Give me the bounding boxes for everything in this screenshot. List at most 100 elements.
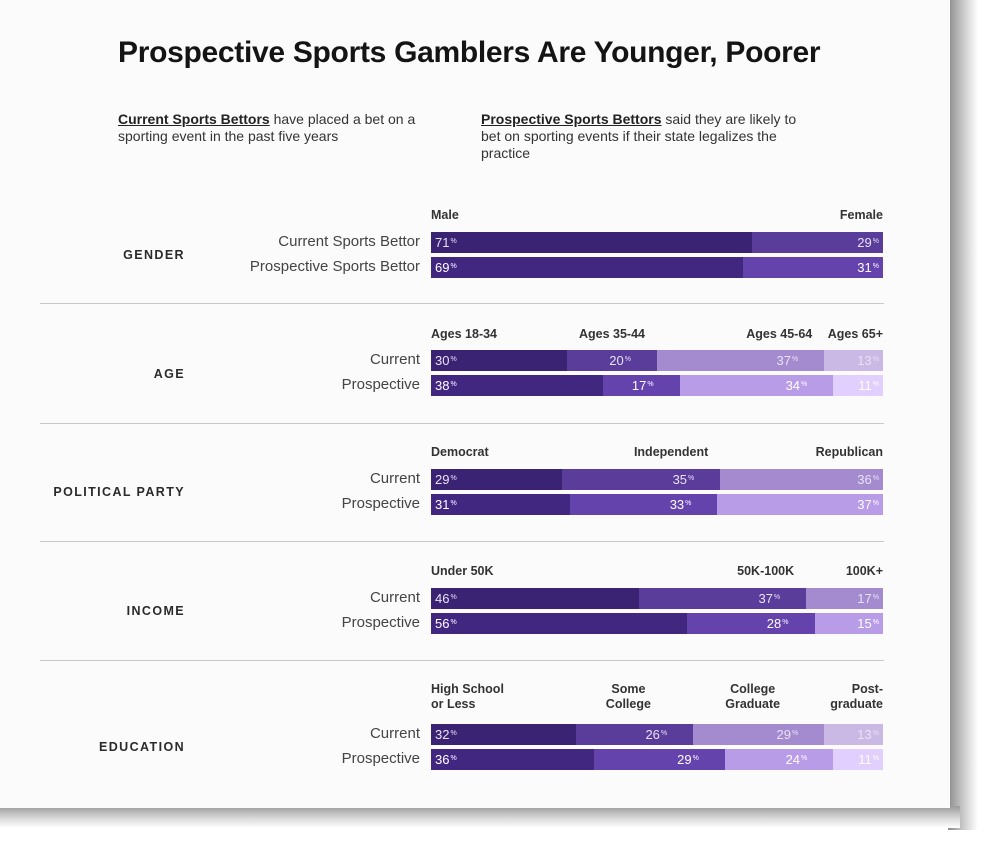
category-label: Female bbox=[839, 208, 883, 222]
bar-segment: 26% bbox=[575, 724, 694, 745]
bar-value-label: 69 bbox=[435, 260, 450, 275]
percent-sign: % bbox=[688, 475, 695, 482]
bar-segment: 29% bbox=[693, 724, 825, 745]
section-divider bbox=[40, 303, 884, 304]
bar-segment: 30% bbox=[431, 350, 567, 371]
stacked-bar: 71% 29% bbox=[431, 232, 883, 253]
category-label: Male bbox=[431, 208, 459, 222]
bar-segment: 13% bbox=[824, 350, 883, 371]
bar-value-label: 46 bbox=[435, 591, 450, 606]
bar-value-label: 24 bbox=[785, 752, 801, 767]
category-label: Ages 65+ bbox=[827, 327, 883, 341]
percent-sign: % bbox=[660, 730, 668, 737]
bar-segment: 37% bbox=[638, 588, 807, 609]
definition-prospective: Prospective Sports Bettors said they are… bbox=[481, 111, 811, 162]
chart-title: Prospective Sports Gamblers Are Younger,… bbox=[118, 36, 821, 69]
category-label: Post-graduate bbox=[830, 682, 883, 711]
section-label-income: INCOME bbox=[126, 604, 185, 618]
page-shadow-bottom bbox=[0, 806, 960, 828]
bar-value-label: 11 bbox=[858, 752, 872, 767]
bar-segment: 37% bbox=[657, 350, 825, 371]
section-label-gender: GENDER bbox=[123, 248, 185, 262]
category-label: Some College bbox=[605, 682, 651, 711]
percent-sign: % bbox=[872, 730, 879, 737]
bar-value-label: 31 bbox=[857, 260, 872, 275]
bar-value-label: 56 bbox=[435, 616, 450, 631]
bar-segment: 29% bbox=[593, 749, 725, 770]
bar-value-label: 20 bbox=[609, 353, 624, 368]
category-label: Democrat bbox=[431, 445, 489, 459]
row-label: Prospective bbox=[341, 495, 420, 512]
bar-segment: 17% bbox=[602, 375, 680, 396]
percent-sign: % bbox=[872, 475, 879, 482]
bar-segment: 38% bbox=[431, 375, 603, 396]
bar-segment: 31% bbox=[742, 257, 883, 278]
category-label: 50K-100K bbox=[737, 564, 795, 578]
row-label: Prospective Sports Bettor bbox=[249, 258, 420, 275]
percent-sign: % bbox=[450, 755, 457, 762]
percent-sign: % bbox=[450, 619, 457, 626]
percent-sign: % bbox=[872, 619, 879, 626]
section-divider bbox=[40, 660, 884, 661]
stacked-bar: 46% 37% 17% bbox=[431, 588, 883, 609]
stacked-bar: 30% 20% 37% 13% bbox=[431, 350, 883, 371]
bar-segment: 56% bbox=[431, 613, 687, 634]
bar-segment: 24% bbox=[724, 749, 834, 770]
bar-value-label: 36 bbox=[857, 472, 872, 487]
percent-sign: % bbox=[647, 381, 654, 388]
bar-value-label: 34 bbox=[785, 378, 801, 393]
section-label-political-party: POLITICAL PARTY bbox=[53, 485, 185, 499]
stacked-bar: 36% 29% 24% 11% bbox=[431, 749, 883, 770]
bar-segment: 20% bbox=[566, 350, 657, 371]
section-label-age: AGE bbox=[153, 367, 185, 381]
bar-segment: 34% bbox=[679, 375, 834, 396]
stacked-bar: 56% 28% 15% bbox=[431, 613, 883, 634]
percent-sign: % bbox=[450, 594, 457, 601]
definition-current-term: Current Sports Bettors bbox=[118, 111, 270, 127]
bar-value-label: 37 bbox=[758, 591, 773, 606]
bar-segment: 13% bbox=[824, 724, 883, 745]
definition-current: Current Sports Bettors have placed a bet… bbox=[118, 111, 458, 145]
percent-sign: % bbox=[450, 381, 457, 388]
row-label: Current bbox=[369, 589, 420, 606]
bar-value-label: 13 bbox=[857, 727, 872, 742]
bar-value-label: 29 bbox=[435, 472, 450, 487]
bar-segment: 32% bbox=[431, 724, 576, 745]
row-label: Current bbox=[369, 470, 420, 487]
stacked-bar: 38% 17% 34% 11% bbox=[431, 375, 883, 396]
category-label: Republican bbox=[815, 445, 883, 459]
bar-value-label: 15 bbox=[857, 616, 872, 631]
bar-value-label: 29 bbox=[857, 235, 872, 250]
bar-value-label: 11 bbox=[858, 378, 872, 393]
section-divider bbox=[40, 423, 884, 424]
page-shadow-right bbox=[948, 0, 978, 830]
percent-sign: % bbox=[450, 238, 457, 245]
bar-segment: 29% bbox=[431, 469, 563, 490]
percent-sign: % bbox=[450, 356, 457, 363]
category-label: Ages 35-44 bbox=[578, 327, 645, 341]
percent-sign: % bbox=[773, 594, 781, 601]
definition-current-text: have placed a bet on a sporting event in… bbox=[118, 111, 416, 144]
bar-value-label: 31 bbox=[435, 497, 450, 512]
definition-prospective-text: said they are likely to bet on sporting … bbox=[481, 111, 797, 161]
category-label: College Graduate bbox=[725, 682, 781, 711]
percent-sign: % bbox=[450, 730, 457, 737]
percent-sign: % bbox=[450, 475, 457, 482]
category-label: Ages 45-64 bbox=[746, 327, 813, 341]
percent-sign: % bbox=[872, 755, 879, 762]
percent-sign: % bbox=[792, 730, 799, 737]
stacked-bar: 32% 26% 29% 13% bbox=[431, 724, 883, 745]
category-label: Independent bbox=[633, 445, 709, 459]
bar-value-label: 17 bbox=[857, 591, 872, 606]
bar-segment: 11% bbox=[833, 375, 883, 396]
bar-value-label: 33 bbox=[669, 497, 685, 512]
bar-segment: 46% bbox=[431, 588, 639, 609]
bar-segment: 36% bbox=[720, 469, 883, 490]
row-label: Current bbox=[369, 351, 420, 368]
stacked-bar: 69% 31% bbox=[431, 257, 883, 278]
bar-value-label: 13 bbox=[857, 353, 872, 368]
bar-value-label: 37 bbox=[857, 497, 872, 512]
bar-value-label: 35 bbox=[672, 472, 688, 487]
row-label: Prospective bbox=[341, 750, 420, 767]
bar-segment: 28% bbox=[686, 613, 815, 634]
